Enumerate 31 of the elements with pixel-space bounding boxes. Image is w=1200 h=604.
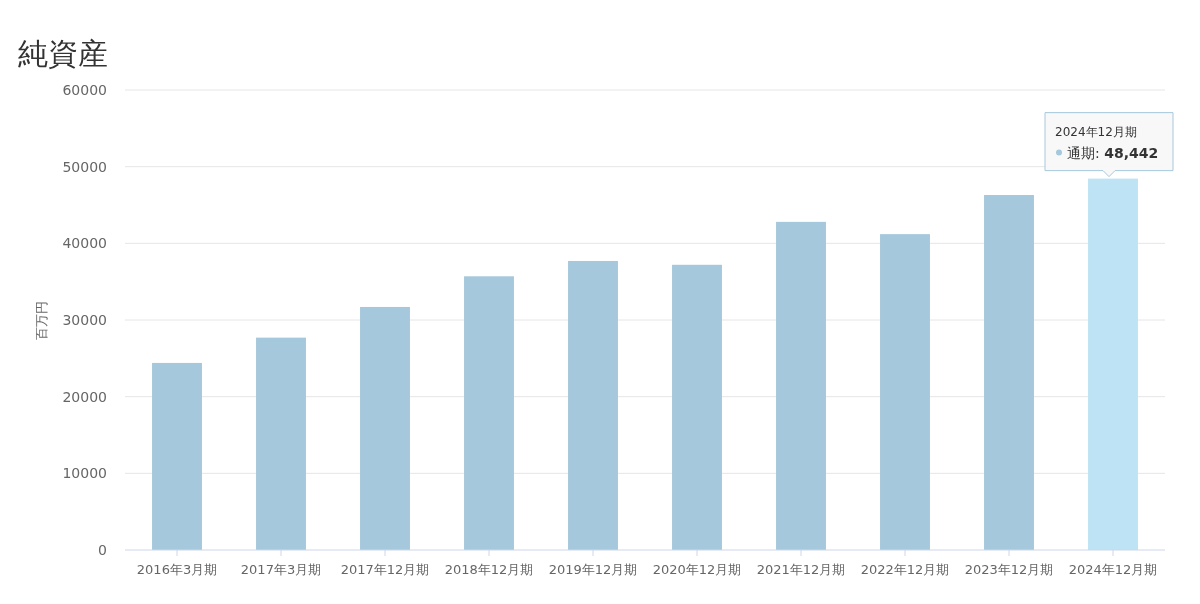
y-tick-label: 0 [98, 542, 107, 558]
x-tick-label: 2017年12月期 [340, 562, 430, 577]
y-tick-label: 50000 [62, 158, 107, 175]
x-tick-label: 2020年12月期 [652, 562, 742, 577]
bar [984, 195, 1034, 550]
bar [256, 337, 306, 550]
x-tick-label: 2019年12月期 [548, 562, 638, 577]
x-tick-label: 2017年3月期 [240, 562, 322, 577]
annotation: 2024年12月期 [1055, 124, 1137, 139]
y-axis-title: 百万円 [34, 300, 49, 340]
y-tick-label: 30000 [62, 312, 107, 328]
y-tick-label: 40000 [62, 235, 107, 252]
y-tick-label: 20000 [62, 388, 107, 405]
x-tick-label: 2018年12月期 [444, 562, 534, 577]
x-tick-label: 2021年12月期 [756, 562, 846, 577]
bar [568, 260, 618, 550]
bar [464, 276, 514, 550]
data-label: 48,442 [1104, 144, 1159, 161]
bar [152, 362, 202, 550]
bar [776, 221, 826, 550]
legend-label: 通期: [1067, 144, 1100, 161]
x-tick-label: 2022年12月期 [860, 562, 950, 577]
chart-title: 純資産 [18, 36, 108, 71]
x-tick-label: 2023年12月期 [964, 562, 1054, 577]
bar [672, 264, 722, 550]
x-tick-label: 2024年12月期 [1068, 562, 1158, 577]
y-tick-label: 60000 [62, 82, 107, 98]
bar [880, 234, 930, 550]
y-tick-label: 10000 [62, 465, 107, 482]
bar [360, 306, 410, 550]
x-tick-label: 2016年3月期 [136, 562, 218, 577]
